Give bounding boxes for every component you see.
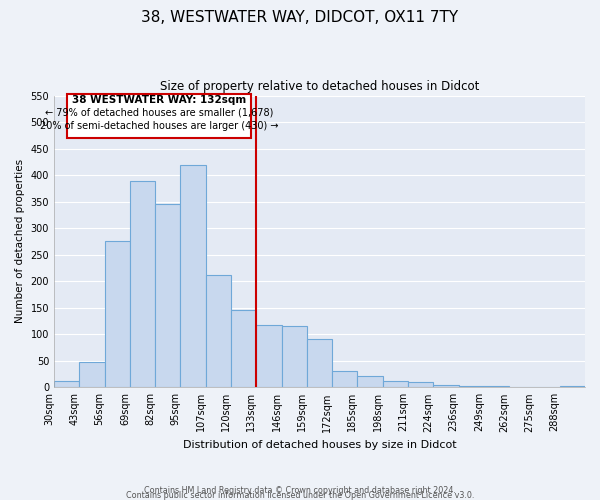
Bar (155, 204, 181, 388)
Y-axis label: Number of detached properties: Number of detached properties (15, 160, 25, 324)
Bar (433, 385, 458, 388)
Text: 20% of semi-detached houses are larger (430) →: 20% of semi-detached houses are larger (… (40, 120, 278, 130)
Text: Contains public sector information licensed under the Open Government Licence v3: Contains public sector information licen… (126, 490, 474, 500)
Bar (281, 326, 307, 388)
X-axis label: Distribution of detached houses by size in Didcot: Distribution of detached houses by size … (183, 440, 457, 450)
Text: 38, WESTWATER WAY, DIDCOT, OX11 7TY: 38, WESTWATER WAY, DIDCOT, OX11 7TY (142, 10, 458, 25)
Bar (104, 242, 130, 388)
FancyBboxPatch shape (67, 94, 251, 138)
Text: Contains HM Land Registry data © Crown copyright and database right 2024.: Contains HM Land Registry data © Crown c… (144, 486, 456, 495)
Bar (408, 382, 433, 388)
Bar (560, 386, 585, 388)
Bar (332, 371, 358, 388)
Text: ← 79% of detached houses are smaller (1,678): ← 79% of detached houses are smaller (1,… (45, 108, 273, 118)
Bar (54, 381, 79, 388)
Bar (130, 182, 155, 388)
Bar (458, 386, 484, 388)
Bar (358, 376, 383, 388)
Bar (484, 386, 509, 388)
Bar (307, 338, 332, 388)
Bar (79, 362, 104, 388)
Text: 38 WESTWATER WAY: 132sqm: 38 WESTWATER WAY: 132sqm (72, 95, 246, 105)
Bar (181, 164, 206, 388)
Title: Size of property relative to detached houses in Didcot: Size of property relative to detached ho… (160, 80, 479, 93)
Bar (256, 324, 281, 388)
Bar (206, 275, 231, 388)
Bar (231, 310, 256, 388)
Bar (383, 381, 408, 388)
